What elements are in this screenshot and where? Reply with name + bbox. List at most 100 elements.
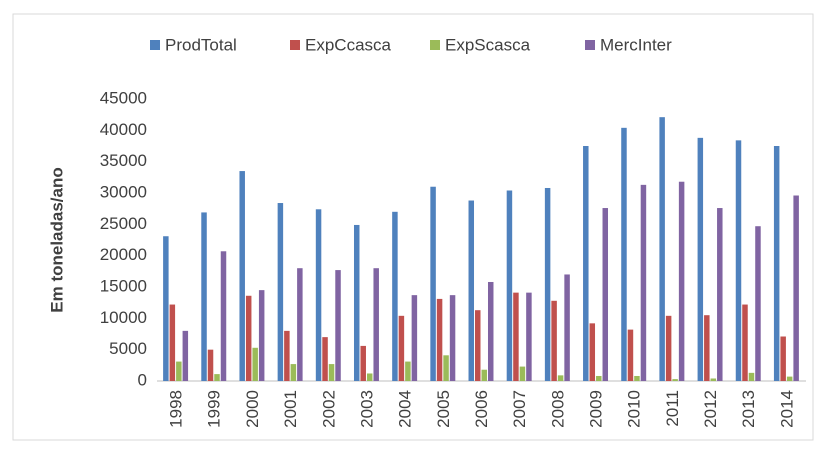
bar — [786, 376, 793, 381]
bar — [239, 171, 245, 381]
x-tick-label: 2001 — [281, 390, 300, 428]
y-tick-label: 15000 — [100, 276, 147, 295]
legend-swatch — [430, 40, 440, 50]
bar — [163, 236, 169, 381]
bar — [526, 292, 532, 381]
y-axis-label: Em toneladas/ano — [47, 167, 66, 312]
x-tick-label: 2010 — [625, 390, 644, 428]
bar — [672, 379, 678, 381]
bar — [793, 195, 799, 381]
legend-label: ExpScasca — [445, 35, 531, 54]
bar — [697, 137, 704, 381]
bar — [335, 270, 341, 381]
bar — [659, 117, 665, 381]
bar — [449, 295, 456, 381]
x-tick-label: 2002 — [319, 390, 338, 428]
x-tick-label: 2011 — [663, 390, 682, 427]
bar — [564, 274, 570, 381]
bar — [506, 190, 513, 381]
bar — [634, 375, 640, 381]
bar — [245, 295, 252, 381]
bar — [430, 186, 436, 381]
bar — [640, 184, 647, 381]
y-tick-label: 35000 — [100, 151, 147, 170]
bar — [589, 323, 596, 381]
bar — [360, 345, 366, 381]
bar — [475, 310, 481, 381]
bar — [315, 209, 322, 381]
bar — [665, 315, 672, 381]
bar — [742, 304, 748, 381]
bar — [366, 373, 373, 381]
bar — [405, 361, 411, 381]
bar — [169, 304, 176, 381]
bar — [468, 200, 475, 381]
y-tick-label: 10000 — [100, 308, 147, 327]
x-tick-label: 1998 — [167, 390, 186, 428]
y-tick-label: 20000 — [100, 245, 147, 264]
bar — [621, 127, 627, 382]
bar — [373, 268, 379, 381]
bar — [201, 212, 207, 381]
bar — [481, 369, 487, 381]
bar — [411, 295, 418, 381]
y-tick-label: 5000 — [109, 339, 147, 358]
bar — [214, 374, 220, 381]
bar — [392, 211, 398, 381]
bar — [602, 208, 609, 381]
bar — [297, 268, 303, 381]
bar — [678, 181, 685, 381]
bar — [627, 329, 634, 381]
bar — [487, 281, 494, 381]
x-tick-label: 2009 — [587, 390, 606, 428]
chart-border — [12, 13, 814, 441]
bar — [710, 378, 717, 381]
bar — [353, 224, 360, 381]
y-tick-label: 25000 — [100, 214, 147, 233]
bar — [551, 300, 557, 381]
bar — [583, 146, 589, 381]
bar — [704, 315, 710, 381]
bar — [717, 208, 723, 381]
bar — [176, 361, 182, 381]
x-tick-label: 2008 — [548, 390, 567, 428]
x-tick-label: 2004 — [396, 390, 415, 428]
x-tick-label: 2003 — [357, 390, 376, 428]
y-tick-label: 40000 — [100, 120, 147, 139]
legend-swatch — [150, 40, 160, 50]
y-tick-label: 0 — [138, 370, 147, 389]
x-tick-label: 2013 — [739, 390, 758, 428]
bar — [290, 364, 297, 381]
x-tick-label: 2007 — [510, 390, 529, 428]
legend-label: ExpCcasca — [305, 35, 392, 54]
bar — [513, 292, 519, 381]
bar — [735, 140, 742, 381]
bar — [328, 364, 335, 381]
bar — [596, 375, 602, 381]
x-tick-label: 2000 — [243, 390, 262, 428]
x-tick-label: 2014 — [777, 390, 796, 428]
bar — [322, 337, 328, 381]
legend-label: MercInter — [600, 35, 672, 54]
bar — [398, 315, 405, 381]
bar — [773, 146, 780, 381]
bar — [544, 187, 551, 381]
bar — [207, 349, 214, 381]
bar — [519, 366, 526, 381]
bar — [252, 347, 258, 381]
legend-swatch — [290, 40, 300, 50]
bar — [436, 298, 443, 381]
bar — [557, 375, 564, 381]
x-tick-label: 2005 — [434, 390, 453, 428]
bar — [780, 336, 786, 381]
bar — [258, 290, 265, 381]
legend-swatch — [585, 40, 595, 50]
x-tick-label: 2012 — [701, 390, 720, 428]
bar — [277, 203, 284, 381]
bar — [284, 330, 290, 381]
legend-label: ProdTotal — [165, 35, 237, 54]
bar — [182, 330, 189, 381]
x-tick-label: 1999 — [205, 390, 224, 428]
